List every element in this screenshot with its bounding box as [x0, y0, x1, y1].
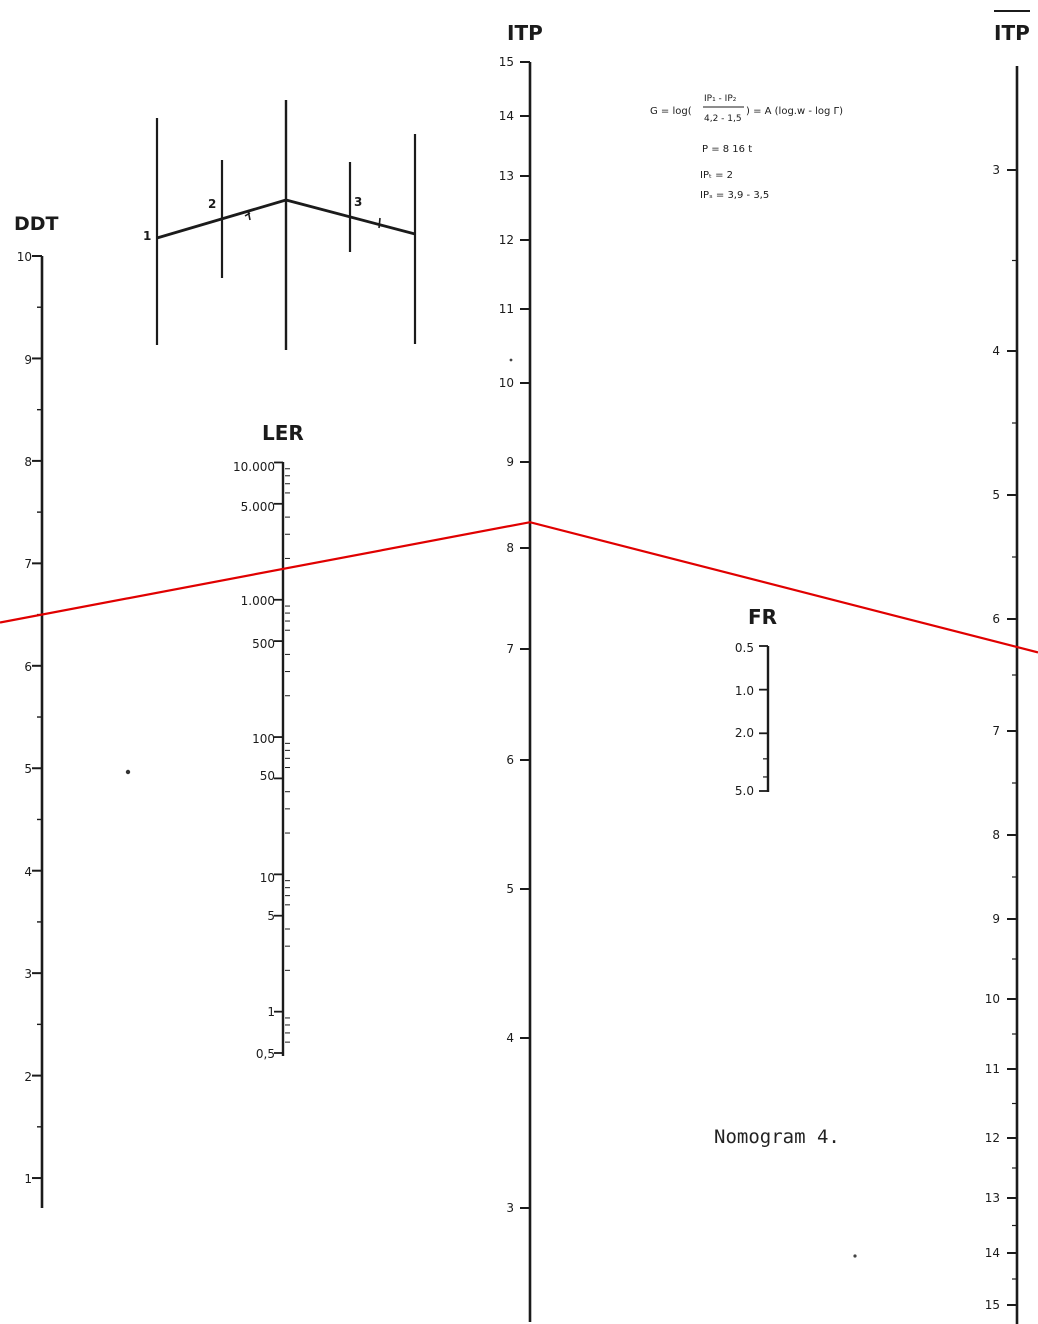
ddt-tick-label: 3: [24, 967, 32, 981]
fr-tick-label: 1.0: [735, 684, 754, 698]
itp-bar-tick-label: 11: [985, 1062, 1000, 1076]
itp-bar-tick-label: 10: [985, 992, 1000, 1006]
itp-tick-label: 11: [499, 302, 514, 316]
inset-arrow-mark: [376, 217, 383, 229]
fr-tick-label: 2.0: [735, 726, 754, 740]
formula-numerator: IP₁ - IP₂: [704, 94, 737, 104]
ler-tick-label: 10.000: [233, 460, 275, 474]
itp-ticks: [520, 61, 530, 1209]
inset-label: 3: [354, 195, 362, 209]
itp-scale: ITP 15 14 13 12 11 10 9 8 7 6 5 4 3: [499, 21, 543, 1322]
inset-arrow-mark: [244, 209, 251, 221]
itp-bar-tick-label: 9: [992, 912, 1000, 926]
itp-tick-label: 8: [506, 541, 514, 555]
itp-tick-label: 3: [506, 1201, 514, 1215]
ler-tick-label: 5: [267, 909, 275, 923]
ddt-tick-label: 4: [24, 865, 32, 879]
ler-scale: LER 10.000 5.000 1.000 500 100 50 10 5 1…: [233, 421, 304, 1061]
fr-tick-label: 5.0: [735, 784, 754, 798]
itp-bar-tick-label: 12: [985, 1131, 1000, 1145]
itp-bar-ticks: [1007, 169, 1017, 1306]
inset-labels: 1 2 3: [143, 195, 362, 243]
ler-tick-label: 1: [267, 1005, 275, 1019]
itp-tick-label: 4: [506, 1031, 514, 1045]
itp-bar-tick-label: 5: [992, 488, 1000, 502]
inset-label: 1: [143, 229, 151, 243]
inset-key-diagram: [155, 100, 417, 350]
fr-tick-label: 0.5: [735, 641, 754, 655]
itp-scale-title: ITP: [507, 21, 543, 45]
itp-tick-label: 13: [499, 169, 514, 183]
fr-scale: FR 0.5 1.0 2.0 5.0: [735, 605, 777, 798]
ler-tick-label: 100: [252, 732, 275, 746]
ddt-ticks: [32, 255, 42, 1180]
ddt-tick-label: 9: [24, 353, 32, 367]
fr-scale-title: FR: [748, 605, 777, 629]
formula-block: G = log( IP₁ - IP₂ 4,2 - 1,5 ) = A (log.…: [650, 94, 843, 201]
fr-ticks: [759, 645, 768, 792]
itp-bar-tick-label: 15: [985, 1298, 1000, 1312]
itp-bar-tick-label: 7: [992, 724, 1000, 738]
ler-tick-label: 5.000: [241, 500, 275, 514]
ddt-tick-label: 10: [17, 250, 32, 264]
fr-tick-labels: 0.5 1.0 2.0 5.0: [735, 641, 754, 798]
ddt-scale: DDT 10 9 8 7 6 5 4 3 2 1: [14, 213, 59, 1208]
itp-bar-tick-labels: 3 4 5 6 7 8 9 10 11 12 13 14 15: [985, 163, 1000, 1312]
ddt-tick-labels: 10 9 8 7 6 5 4 3 2 1: [17, 250, 32, 1186]
itp-tick-label: 6: [506, 753, 514, 767]
itp-bar-tick-label: 6: [992, 612, 1000, 626]
formula-denominator: 4,2 - 1,5: [704, 114, 742, 124]
ler-tick-label: 1.000: [241, 594, 275, 608]
itp-bar-tick-label: 14: [985, 1246, 1000, 1260]
ler-tick-label: 500: [252, 637, 275, 651]
itp-bar-scale-title: ITP: [994, 21, 1030, 45]
itp-bar-tick-label: 8: [992, 828, 1000, 842]
itp-tick-labels: 15 14 13 12 11 10 9 8 7 6 5 4 3: [499, 55, 514, 1215]
itp-bar-tick-label: 4: [992, 344, 1000, 358]
itp-tick-label: 15: [499, 55, 514, 69]
isopleth-line: [0, 521, 1038, 654]
ddt-tick-label: 8: [24, 455, 32, 469]
itp-tick-label: 14: [499, 109, 514, 123]
ler-tick-labels: 10.000 5.000 1.000 500 100 50 10 5 1 0,5: [233, 460, 275, 1061]
inset-isopleth: [156, 198, 416, 240]
formula-line-ips: IPₛ = 3,9 - 3,5: [700, 190, 769, 201]
itp-tick-label: 7: [506, 642, 514, 656]
itp-tick-label: 10: [499, 376, 514, 390]
ddt-tick-label: 2: [24, 1070, 32, 1084]
ler-tick-label: 0,5: [256, 1047, 275, 1061]
ler-tick-label: 50: [260, 769, 275, 783]
scan-speck: [509, 358, 513, 362]
itp-tick-label: 5: [506, 882, 514, 896]
ddt-tick-label: 7: [24, 557, 32, 571]
nomogram-caption: Nomogram 4.: [714, 1126, 840, 1148]
ler-ticks: [274, 461, 290, 1054]
itp-tick-label: 9: [506, 455, 514, 469]
ddt-tick-label: 6: [24, 660, 32, 674]
formula-tail: ) = A (log.w - log Γ): [746, 106, 843, 117]
formula-lead: G = log(: [650, 106, 692, 117]
itp-bar-tick-label: 13: [985, 1191, 1000, 1205]
itp-tick-label: 12: [499, 233, 514, 247]
itp-bar-tick-label: 3: [992, 163, 1000, 177]
scan-speck: [125, 769, 131, 775]
ddt-tick-label: 1: [24, 1172, 32, 1186]
ddt-scale-title: DDT: [14, 213, 59, 235]
formula-line-ipt: IPₜ = 2: [700, 170, 733, 181]
ddt-tick-label: 5: [24, 762, 32, 776]
formula-line-p: P = 8 16 t: [702, 144, 752, 155]
inset-label: 2: [208, 197, 216, 211]
ler-tick-label: 10: [260, 871, 275, 885]
ler-scale-title: LER: [262, 421, 304, 445]
scan-speck: [853, 1254, 857, 1258]
itp-bar-scale: ITP 3 4 5 6 7 8 9 10 11 12 13 14 15: [985, 10, 1030, 1324]
